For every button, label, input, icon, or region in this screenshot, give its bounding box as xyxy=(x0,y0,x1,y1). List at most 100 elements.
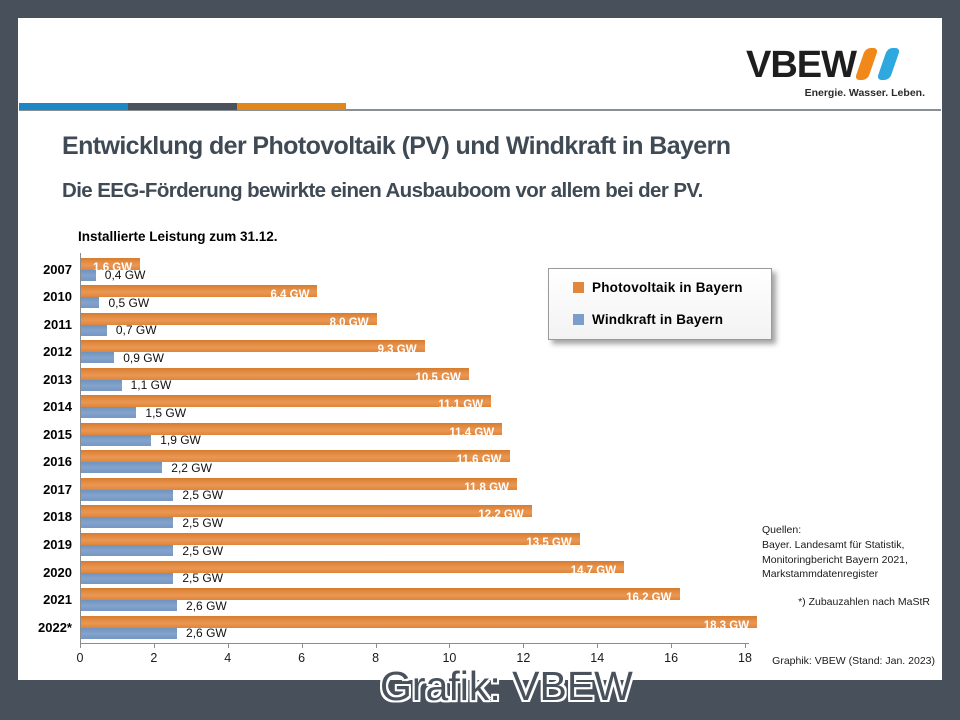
page-subtitle: Die EEG-Förderung bewirkte einen Ausbaub… xyxy=(62,179,703,202)
pv-bar-value: 10,5 GW xyxy=(415,371,461,384)
x-axis-tick xyxy=(153,644,155,648)
x-axis-tick-label: 10 xyxy=(442,651,457,665)
watermark: Grafik: VBEW xyxy=(380,663,633,709)
pv-bar-value: 11,1 GW xyxy=(438,399,484,412)
wind-bar xyxy=(81,324,107,336)
x-axis-tick-label: 4 xyxy=(224,651,232,665)
pv-bar-value: 18,3 GW xyxy=(703,619,750,632)
pv-bar: 14,7 GW xyxy=(81,560,625,577)
year-label: 2010 xyxy=(43,289,72,305)
x-axis-tick-label: 12 xyxy=(516,651,531,665)
year-label: 2007 xyxy=(43,261,72,277)
footnote: *) Zubauzahlen nach MaStR xyxy=(798,596,930,608)
x-axis-tick-label: 18 xyxy=(738,651,752,665)
x-axis-tick-label: 6 xyxy=(298,651,306,665)
stripe-segment-blue xyxy=(19,103,128,110)
legend-label-wind: Windkraft in Bayern xyxy=(592,312,724,327)
credit-line: Graphik: VBEW (Stand: Jan. 2023) xyxy=(772,655,935,667)
wind-bar xyxy=(81,269,96,281)
year-label: 2020 xyxy=(43,564,72,580)
wind-bar xyxy=(81,379,122,391)
logo-tagline: Energie. Wasser. Leben. xyxy=(804,87,925,99)
pv-bar: 16,2 GW xyxy=(81,588,680,604)
wind-bar xyxy=(81,517,174,529)
chart-legend: Photovoltaik in Bayern Windkraft in Baye… xyxy=(548,268,772,340)
pv-bar: 11,8 GW xyxy=(81,477,517,494)
pv-bar-value: 6,4 GW xyxy=(270,289,310,302)
year-label: 2012 xyxy=(43,344,72,360)
year-label: 2019 xyxy=(43,537,72,552)
pv-swatch-icon xyxy=(573,282,584,293)
chart-title: Installierte Leistung zum 31.12. xyxy=(78,229,278,244)
wind-bar-value: 2,5 GW xyxy=(182,515,224,530)
wind-bar-value: 2,5 GW xyxy=(182,543,224,558)
x-axis-tick xyxy=(671,644,673,648)
pv-bar: 6,4 GW xyxy=(81,285,318,301)
pv-bar: 9,3 GW xyxy=(81,340,425,356)
x-axis-tick xyxy=(375,644,377,648)
pv-bar: 11,1 GW xyxy=(81,395,492,411)
wind-bar-value: 0,7 GW xyxy=(115,323,157,338)
header-rule xyxy=(19,109,941,111)
x-axis-tick xyxy=(597,644,599,648)
year-label: 2022* xyxy=(38,619,72,635)
x-axis-tick xyxy=(523,644,525,648)
wind-bar-value: 2,5 GW xyxy=(182,488,224,503)
x-axis-tick-label: 0 xyxy=(76,651,84,665)
pv-bar: 1,6 GW xyxy=(81,257,141,274)
year-label: 2016 xyxy=(43,454,72,470)
wind-bar xyxy=(81,407,137,419)
pv-bar-value: 16,2 GW xyxy=(626,592,672,605)
x-axis-tick-label: 14 xyxy=(590,651,605,665)
wind-bar-value: 1,5 GW xyxy=(145,405,187,420)
pv-bar-value: 11,8 GW xyxy=(464,481,509,494)
year-label: 2013 xyxy=(43,371,72,387)
wind-bar xyxy=(81,600,178,612)
pv-bar-value: 14,7 GW xyxy=(570,564,617,577)
wind-swatch-icon xyxy=(573,314,584,325)
wind-bar-value: 2,2 GW xyxy=(171,460,212,475)
wind-bar xyxy=(81,545,174,556)
wind-bar-value: 2,5 GW xyxy=(182,571,224,586)
wind-bar xyxy=(81,434,152,446)
wind-bar-value: 0,4 GW xyxy=(104,268,146,282)
pv-bar: 12,2 GW xyxy=(81,505,532,521)
year-label: 2015 xyxy=(43,426,72,442)
pv-bar-value: 11,4 GW xyxy=(449,426,495,439)
wind-bar-value: 1,1 GW xyxy=(130,378,172,393)
pv-bar-value: 11,6 GW xyxy=(456,454,502,467)
pv-bar-value: 12,2 GW xyxy=(478,509,524,522)
pv-bar: 8,0 GW xyxy=(81,312,377,329)
page-title: Entwicklung der Photovoltaik (PV) und Wi… xyxy=(62,132,731,160)
x-axis-tick-label: 8 xyxy=(372,651,380,665)
legend-label-pv: Photovoltaik in Bayern xyxy=(592,280,743,295)
wind-bar xyxy=(81,462,163,474)
wind-bar-value: 2,6 GW xyxy=(186,626,227,641)
wind-bar xyxy=(81,627,178,639)
wind-bar-value: 0,9 GW xyxy=(123,350,164,365)
pv-bar-value: 13,5 GW xyxy=(526,537,572,549)
x-axis-tick xyxy=(449,644,451,648)
x-axis-tick-label: 16 xyxy=(664,651,679,665)
x-axis-tick xyxy=(227,644,229,648)
pv-bar: 10,5 GW xyxy=(81,367,469,384)
pv-bar-value: 9,3 GW xyxy=(377,344,417,357)
sources-block: Quellen: Bayer. Landesamt für Statistik,… xyxy=(762,523,908,582)
wind-bar-value: 2,6 GW xyxy=(186,598,227,613)
wind-bar xyxy=(81,572,174,584)
vbew-logo: VBEW xyxy=(746,44,857,86)
sources-line: Bayer. Landesamt für Statistik, xyxy=(762,538,905,551)
sources-line: Markstammdatenregister xyxy=(762,568,879,581)
pv-bar: 13,5 GW xyxy=(81,533,580,549)
pv-bar-value: 8,0 GW xyxy=(329,316,369,329)
stripe-segment-slate xyxy=(128,103,237,110)
year-label: 2017 xyxy=(43,481,72,497)
wind-bar xyxy=(81,297,100,309)
x-axis-tick xyxy=(745,644,746,648)
legend-item-wind: Windkraft in Bayern xyxy=(573,312,723,327)
pv-bar: 18,3 GW xyxy=(81,615,758,632)
wind-bar xyxy=(81,352,115,364)
x-axis-tick xyxy=(80,644,81,648)
sources-line: Monitoringbericht Bayern 2021, xyxy=(762,553,908,566)
